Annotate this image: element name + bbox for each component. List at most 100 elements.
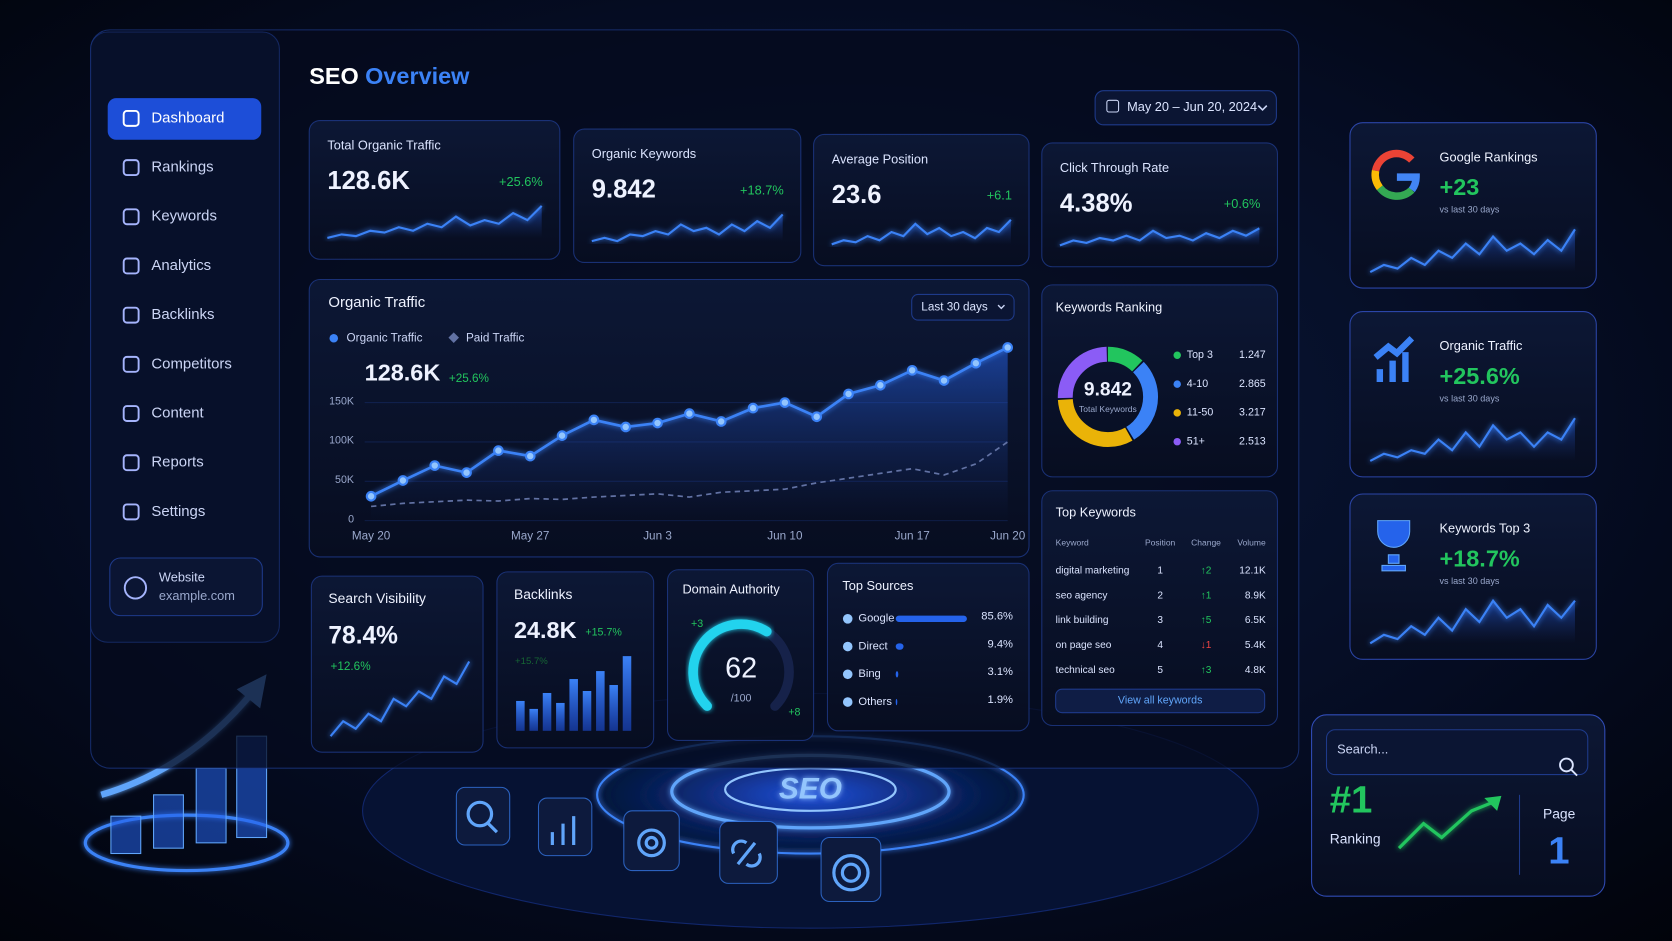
- label: Bing: [858, 668, 880, 680]
- source-bar: [895, 698, 898, 706]
- nav-icon: [122, 454, 140, 472]
- label: 24.8K: [514, 617, 577, 643]
- label: 1.9%: [988, 694, 1014, 706]
- label: Domain Authority: [682, 581, 780, 596]
- label: /100: [731, 693, 752, 705]
- label: Google: [858, 613, 894, 625]
- table-cell: 4.8K: [1245, 665, 1266, 676]
- nav-item: Content: [151, 404, 204, 421]
- label: Total Keywords: [1079, 404, 1137, 414]
- point: [620, 421, 632, 433]
- gauge-value: [688, 619, 772, 711]
- side-card: [1349, 310, 1597, 478]
- sparkline-area: [1370, 600, 1575, 644]
- platform-label: SEO: [779, 772, 842, 805]
- label: +0.6%: [1224, 196, 1261, 211]
- label: 3.217: [1239, 407, 1266, 419]
- point: [779, 397, 791, 408]
- donut-segment: [1057, 346, 1159, 448]
- column-header: Volume: [1237, 537, 1266, 547]
- label: 62: [725, 653, 757, 685]
- table-cell: technical seo: [1056, 665, 1115, 676]
- side-card: [1349, 493, 1597, 660]
- title-accent: Overview: [365, 63, 470, 89]
- column-header: Keyword: [1056, 537, 1089, 547]
- point: [524, 450, 536, 462]
- label: vs last 30 days: [1440, 205, 1500, 215]
- title-main: SEO: [309, 63, 359, 89]
- search-input[interactable]: [1325, 729, 1589, 776]
- y-tick-label: 0: [348, 513, 354, 525]
- table-cell: ↓1: [1201, 640, 1212, 651]
- label: 128.6K: [327, 167, 410, 195]
- label: 1.247: [1239, 349, 1266, 361]
- legend-label: Paid Traffic: [466, 331, 525, 344]
- y-tick-label: 150K: [329, 395, 354, 407]
- source-icon: [842, 669, 853, 680]
- legend-swatch: [1173, 380, 1181, 388]
- source-icon: [842, 641, 853, 652]
- content: Dashboard Rankings Keywords Analytics Backli…: [107, 63, 1606, 897]
- label: Organic Keywords: [592, 146, 696, 161]
- table-cell: 2: [1157, 590, 1163, 601]
- nav-icon: [122, 109, 140, 127]
- point: [397, 475, 409, 486]
- sparkline: [1369, 598, 1576, 645]
- label: Ranking: [1330, 830, 1381, 846]
- label: +6.1: [987, 188, 1012, 203]
- nav-icon: [122, 405, 140, 422]
- label: 1: [1548, 830, 1569, 873]
- y-tick-label: 50K: [335, 474, 354, 486]
- sparkline-area: [327, 205, 542, 238]
- label: vs last 30 days: [1440, 393, 1500, 403]
- point: [684, 408, 695, 419]
- point: [811, 411, 823, 423]
- x-tick-label: Jun 17: [895, 530, 930, 543]
- view-all-button[interactable]: [1055, 688, 1266, 714]
- label: +15.7%: [585, 626, 622, 638]
- bar: [609, 685, 618, 731]
- point: [1002, 342, 1014, 353]
- chart-title: Organic Traffic: [328, 294, 425, 311]
- nav-item: Reports: [151, 454, 203, 471]
- bar: [582, 690, 592, 731]
- label: 4.38%: [1060, 190, 1133, 218]
- label: Last 30 days: [921, 300, 988, 313]
- label: +3: [691, 618, 703, 630]
- label: 9.842: [592, 176, 656, 204]
- line: [370, 441, 1009, 508]
- point: [588, 414, 600, 426]
- label: #1: [1330, 778, 1373, 821]
- x-tick-label: Jun 20: [990, 530, 1026, 543]
- donut-segment: [1057, 346, 1159, 448]
- label: +12.6%: [331, 660, 371, 673]
- google-icon: [1371, 149, 1415, 172]
- point: [652, 417, 663, 429]
- point: [365, 490, 377, 502]
- nav-active: [107, 98, 262, 140]
- point: [875, 379, 886, 391]
- sparkline-area: [1370, 229, 1575, 273]
- source-bar: [895, 671, 899, 678]
- google-icon: [1376, 185, 1415, 200]
- nav-icon: [122, 503, 140, 521]
- bar: [569, 679, 578, 731]
- point: [906, 364, 918, 376]
- source-bar: [895, 643, 904, 650]
- table-cell: ↑3: [1201, 665, 1212, 676]
- nav-item: Dashboard: [151, 109, 224, 126]
- sparkline: [1369, 417, 1576, 462]
- column-header: Change: [1191, 537, 1221, 547]
- x-tick-label: Jun 10: [767, 530, 803, 543]
- legend-label: 4-10: [1187, 378, 1208, 390]
- table-cell: 8.9K: [1245, 590, 1266, 601]
- keywords-ranking-panel: [1041, 284, 1278, 478]
- label: May 20 – Jun 20, 2024: [1127, 99, 1257, 114]
- table-cell: 12.1K: [1239, 565, 1266, 576]
- kpi-card: [1041, 142, 1278, 268]
- nav-icon: [122, 159, 140, 177]
- source-icon: [842, 613, 853, 624]
- point: [493, 445, 504, 456]
- bar: [556, 702, 565, 731]
